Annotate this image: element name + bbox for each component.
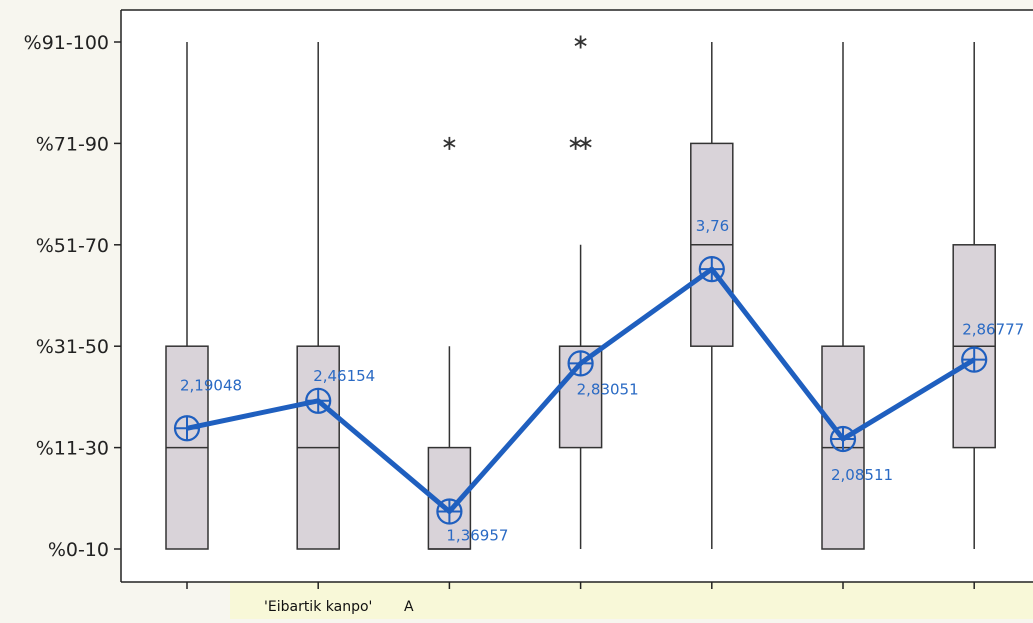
mean-value-label: 2,19048 [180, 376, 242, 394]
y-tick-label: %11-30 [36, 438, 109, 460]
mean-value-label: 3,76 [696, 217, 729, 235]
mean-value-label: 2,08511 [831, 466, 893, 484]
mean-marker [436, 498, 463, 525]
outlier-mark [579, 136, 592, 150]
boxes-layer [165, 35, 996, 550]
mean-marker [305, 387, 332, 414]
x-tick-label: 'Eibartik kanpo' [264, 599, 372, 615]
mean-marker [567, 350, 594, 377]
mean-marker [829, 425, 857, 453]
y-tick-label: %51-70 [36, 235, 109, 257]
plot-area [121, 10, 1033, 582]
bottom-highlight-band [230, 582, 1033, 619]
mean-line-layer [173, 256, 988, 525]
mean-marker [173, 415, 201, 442]
y-tick-label: %71-90 [36, 133, 109, 155]
mean-marker [961, 346, 988, 373]
axes-layer: %0-10 %11-30 %31-50 %51-70 %71-90 %91-100 'Eib… [24, 9, 1033, 615]
mean-value-label: 1,36957 [446, 527, 508, 545]
y-tick-label: %91-100 [24, 32, 109, 54]
outlier-mark [569, 136, 582, 150]
mean-value-label: 2,83051 [577, 380, 639, 398]
mean-value-label: 2,46154 [313, 367, 375, 385]
y-tick-label: %0-10 [48, 539, 109, 561]
mean-marker [698, 256, 725, 283]
mean-value-label: 2,86777 [962, 321, 1024, 339]
labels-layer: 2,19048 2,46154 1,36957 2,83051 3,76 2,08511 2… [180, 217, 1024, 544]
y-tick-label: %31-50 [36, 336, 109, 358]
outlier-mark [443, 136, 456, 150]
outlier-mark [574, 35, 587, 49]
x-tick-label-truncated: A [404, 599, 414, 615]
